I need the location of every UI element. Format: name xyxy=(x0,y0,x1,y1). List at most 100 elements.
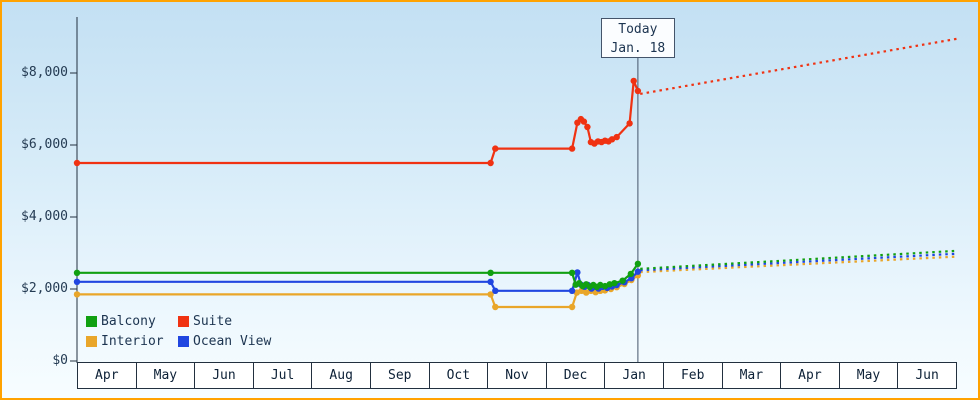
legend-item-balcony: Balcony xyxy=(86,312,178,330)
legend-label: Balcony xyxy=(101,313,156,329)
series-suite-line xyxy=(77,79,639,165)
series-ocean-view-marker xyxy=(568,287,576,294)
series-balcony-marker xyxy=(586,283,593,290)
month-label-cell: Apr xyxy=(95,368,119,383)
series-balcony-marker xyxy=(611,280,618,287)
y-axis-tick-label: $4,000 xyxy=(21,209,68,224)
series-interior-marker xyxy=(621,280,628,288)
series-ocean-view-projected-line xyxy=(640,252,958,272)
month-label-cell: Jun xyxy=(194,363,253,388)
series-interior-marker xyxy=(578,287,585,294)
series-interior-marker xyxy=(573,289,580,296)
month-label-cell: Jan xyxy=(604,363,663,388)
month-label-cell: Dec xyxy=(545,363,605,388)
series-suite-marker xyxy=(587,138,595,146)
legend-swatch-icon xyxy=(86,315,97,327)
series-balcony-marker xyxy=(579,282,586,290)
legend-item-ocean-view: Ocean View xyxy=(178,332,271,350)
series-balcony-line xyxy=(77,263,639,288)
series-ocean-view-marker xyxy=(621,279,628,286)
month-label-cell: Sep xyxy=(369,363,429,388)
series-suite-marker xyxy=(601,137,609,144)
series-balcony-marker xyxy=(627,270,634,278)
series-balcony-marker xyxy=(593,283,600,290)
y-axis-tick-label: $8,000 xyxy=(21,65,68,80)
series-suite-marker xyxy=(613,133,620,141)
month-label-cell: Feb xyxy=(662,363,722,388)
series-suite-marker xyxy=(608,136,616,143)
legend-label: Ocean View xyxy=(193,333,272,349)
series-interior-marker xyxy=(73,291,81,298)
series-balcony-marker xyxy=(583,281,590,288)
legend-label: Suite xyxy=(193,313,233,329)
series-ocean-view-marker xyxy=(591,283,599,290)
legend-swatch-icon xyxy=(178,335,189,347)
month-label-cell: Mar xyxy=(721,363,781,388)
series-balcony-marker xyxy=(597,281,604,289)
series-ocean-view-marker xyxy=(487,278,494,285)
y-axis-tick-label: $0 xyxy=(52,353,68,368)
series-ocean-view-marker xyxy=(613,281,620,289)
legend-swatch-icon xyxy=(178,315,189,327)
series-balcony-marker xyxy=(619,277,626,284)
series-interior-projected-line xyxy=(640,255,958,274)
y-axis-tick-label: $6,000 xyxy=(21,137,68,152)
series-suite-marker xyxy=(598,138,605,146)
series-balcony-projected-line xyxy=(640,249,958,270)
series-interior-marker xyxy=(587,287,595,294)
series-suite-marker xyxy=(580,118,588,125)
series-ocean-view-marker xyxy=(588,285,595,292)
series-interior-marker xyxy=(597,287,604,294)
today-annotation-line1: Today xyxy=(618,22,658,37)
series-suite-marker xyxy=(605,138,612,145)
series-ocean-view-line xyxy=(77,270,639,292)
series-suite-marker xyxy=(492,145,499,152)
series-interior-line xyxy=(77,274,639,309)
series-interior-marker xyxy=(607,285,615,293)
series-ocean-view-marker xyxy=(577,281,585,288)
y-axis-tick-label: $2,000 xyxy=(21,281,68,296)
series-interior-marker xyxy=(601,287,609,294)
series-balcony-marker xyxy=(568,269,576,276)
series-interior-marker xyxy=(583,289,590,296)
today-annotation-line2: Jan. 18 xyxy=(610,41,666,56)
x-axis-month-strip: Apr May Jun Jul Aug Sep Oct Nov Dec Jan Feb Mar Apr M… xyxy=(77,362,957,389)
month-label-cell: Aug xyxy=(311,363,370,388)
series-suite-marker xyxy=(73,159,81,167)
series-ocean-view-marker xyxy=(595,285,602,292)
month-label-cell: Jun xyxy=(897,363,956,388)
series-interior-marker xyxy=(487,291,494,298)
series-interior-marker xyxy=(568,303,576,311)
series-suite-marker xyxy=(594,138,602,145)
series-suite-marker xyxy=(487,159,494,167)
series-balcony-marker xyxy=(572,281,579,288)
series-suite-marker xyxy=(584,123,591,131)
series-ocean-view-marker xyxy=(584,281,592,289)
series-interior-marker xyxy=(492,303,499,311)
series-ocean-view-marker xyxy=(581,283,588,290)
series-interior-marker xyxy=(613,284,620,291)
series-ocean-view-marker xyxy=(608,283,616,290)
series-interior-marker xyxy=(592,289,599,296)
series-interior-marker xyxy=(628,276,635,284)
series-ocean-view-marker xyxy=(492,287,499,294)
series-suite-marker xyxy=(568,145,576,152)
month-label-cell: May xyxy=(838,363,898,388)
series-ocean-view-marker xyxy=(73,278,81,285)
series-suite-marker xyxy=(630,77,637,85)
legend-item-suite: Suite xyxy=(178,312,271,330)
series-suite-marker xyxy=(574,119,581,126)
legend-label: Interior xyxy=(101,333,164,349)
series-suite-projected-line xyxy=(640,37,958,95)
month-label-cell: Nov xyxy=(487,363,546,388)
month-label-cell: Jul xyxy=(252,363,312,388)
series-ocean-view-marker xyxy=(604,284,611,292)
month-label-cell: Apr xyxy=(780,363,839,388)
series-balcony-marker xyxy=(606,281,613,288)
month-label-cell: Oct xyxy=(428,363,488,388)
month-label-cell: May xyxy=(135,363,195,388)
series-balcony-marker xyxy=(590,281,597,289)
series-balcony-marker xyxy=(634,260,642,267)
series-ocean-view-marker xyxy=(628,275,635,282)
